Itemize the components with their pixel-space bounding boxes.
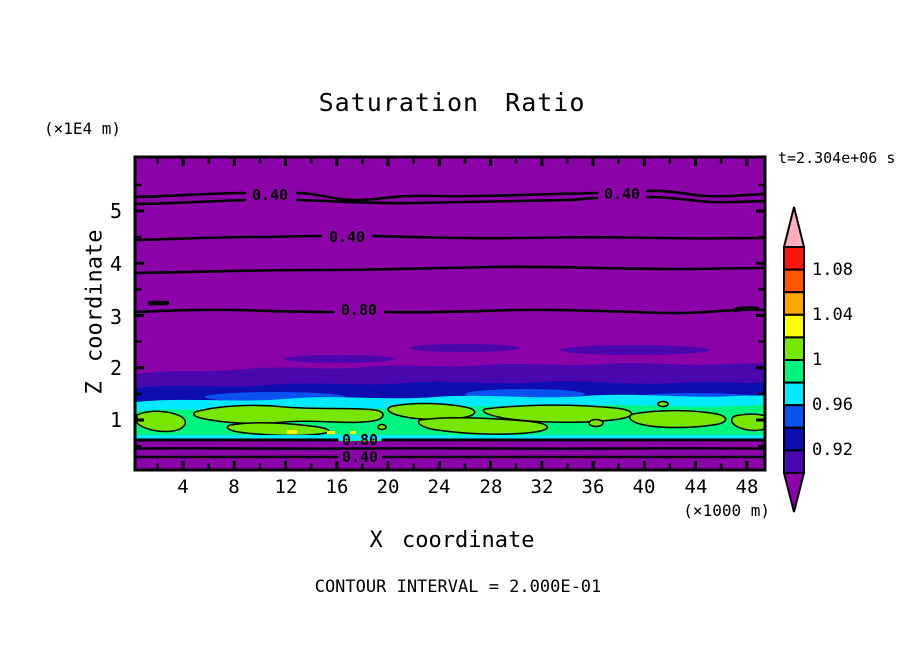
axis-ticks: [135, 157, 765, 470]
colorbar: [782, 206, 806, 513]
time-annotation: t=2.304e+06 s: [778, 149, 896, 167]
colorbar-over-arrow: [782, 206, 806, 248]
colorbar-cell: [783, 426, 805, 452]
contour-label-080: 0.80: [342, 431, 378, 449]
z-tick-label: 2: [109, 356, 122, 380]
x-tick-label: 16: [325, 476, 349, 498]
plot-frame: [133, 155, 767, 472]
colorbar-cell: [783, 449, 805, 474]
cyan-strip: [135, 435, 765, 440]
contour-lines: [133, 189, 767, 459]
x-tick-label: 8: [228, 476, 240, 498]
contour-label-040: 0.40: [329, 228, 365, 246]
x-major-ticks-bottom: [181, 461, 749, 470]
z-minor-ticks-left: [135, 183, 142, 448]
contour-labels: 0.40 0.40 0.40 0.80 0.80 0.40: [252, 185, 640, 466]
x-tick-label: 36: [581, 476, 605, 498]
colorbar-cell: [783, 313, 805, 339]
colorbar-cell: [783, 268, 805, 294]
z-minor-ticks-right: [758, 183, 765, 448]
contour-line-040-mid: [133, 234, 767, 242]
x-tick-label: 20: [376, 476, 400, 498]
contour-line-060: [133, 265, 767, 275]
colorbar-cell: [783, 336, 805, 361]
colorbar-tick-label: 0.92: [812, 440, 853, 460]
z-tick-label: 5: [109, 199, 122, 223]
x-tick-label: 48: [735, 476, 759, 498]
colorbar-cell: [783, 359, 805, 384]
colorbar-cell: [783, 404, 805, 429]
colorbar-cell: [783, 291, 805, 316]
x-minor-ticks-bottom: [156, 463, 723, 470]
z-tick-label: 4: [109, 252, 122, 276]
contour-closed-small-right: [732, 306, 760, 313]
colorbar-tick-label: 1.08: [812, 260, 853, 280]
figure-title: Saturation Ratio: [318, 88, 586, 117]
z-major-ticks-right: [756, 209, 765, 422]
indigo-streak: [410, 344, 520, 352]
x-tick-label: 32: [530, 476, 554, 498]
x-tick-label: 28: [479, 476, 503, 498]
colorbar-tick-label: 1.04: [812, 305, 853, 325]
indigo-streak: [285, 355, 395, 363]
x-tick-label: 40: [632, 476, 656, 498]
saturation-band: [135, 344, 766, 441]
x-tick-label: 4: [177, 476, 189, 498]
x-major-ticks-top: [181, 157, 749, 166]
indigo-streak: [560, 345, 710, 355]
colorbar-tick-label: 1: [812, 350, 823, 370]
contour-line-080-mid: [133, 308, 767, 315]
plot-area: 0.40 0.40 0.40 0.80 0.80 0.40: [133, 155, 767, 472]
colorbar-cell: [783, 381, 805, 407]
x-minor-ticks-top: [156, 157, 723, 164]
x-tick-label: 44: [684, 476, 708, 498]
contour-interval-note: CONTOUR INTERVAL = 2.000E-01: [314, 577, 602, 597]
z-tick-label: 3: [109, 305, 122, 329]
z-axis-title: Z coordinate: [82, 229, 108, 395]
colorbar-tick-label: 0.96: [812, 395, 853, 415]
contour-line-040-upper-a: [133, 189, 767, 202]
x-tick-label: 24: [427, 476, 451, 498]
x-tick-label: 12: [274, 476, 298, 498]
colorbar-cells: [782, 206, 806, 513]
chartreuse-blobs: [136, 400, 766, 437]
x-axis-unit-label: (×1000 m): [683, 501, 770, 520]
colorbar-under-arrow: [782, 472, 806, 513]
contour-label-040: 0.40: [342, 448, 378, 466]
contour-label-080: 0.80: [341, 301, 377, 319]
contour-label-040: 0.40: [604, 185, 640, 203]
z-axis-unit-label: (×1E4 m): [44, 119, 122, 138]
z-major-ticks-left: [135, 209, 144, 422]
z-tick-label: 1: [109, 408, 122, 432]
contour-label-040: 0.40: [252, 186, 288, 204]
x-axis-title: X coordinate: [369, 528, 535, 553]
contour-line-040-upper-b: [133, 195, 767, 206]
yellow-specks: [287, 430, 356, 434]
colorbar-cell: [783, 246, 805, 271]
